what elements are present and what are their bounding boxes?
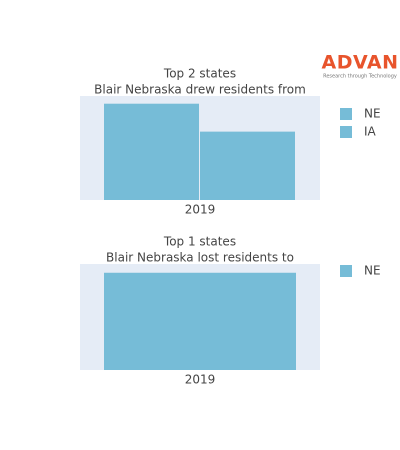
chart-title: Top 1 states [163,235,236,249]
legend-label: IA [364,125,377,139]
legend-label: NE [364,264,381,278]
bar [104,103,199,200]
chart-subtitle: Blair Nebraska lost residents to [106,251,294,265]
logo: ADVAN [322,52,399,74]
bar [200,131,295,200]
chart-subtitle: Blair Nebraska drew residents from [94,83,306,97]
x-tick-label: 2019 [185,203,216,217]
legend-label: NE [364,107,381,121]
chart-title: Top 2 states [163,67,236,81]
legend-swatch [340,126,352,138]
legend-swatch [340,108,352,120]
legend-swatch [340,265,352,277]
x-tick-label: 2019 [185,373,216,387]
bar [104,272,296,370]
logo-tagline: Research through Technology [323,74,397,80]
